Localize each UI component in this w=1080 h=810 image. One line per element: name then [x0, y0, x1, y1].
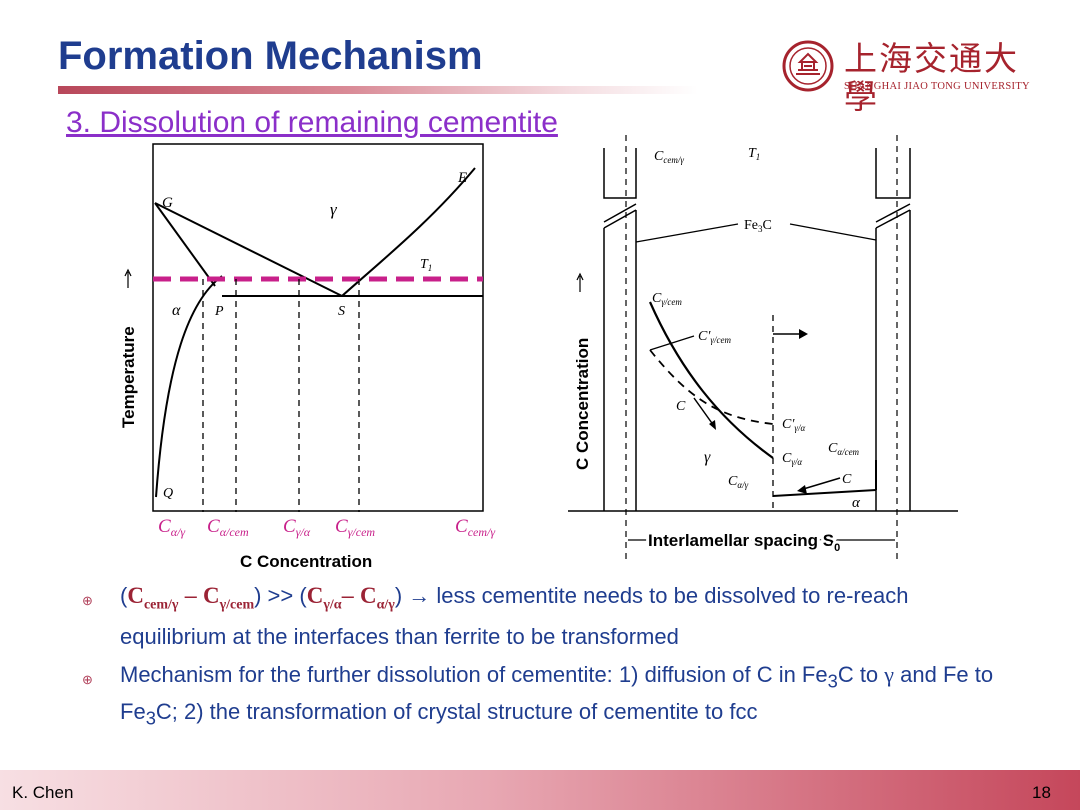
interface-move-arrowhead	[799, 329, 808, 339]
c-concentration-y-label: C Concentration	[573, 338, 592, 470]
c-concentration-x-label: C Concentration	[240, 552, 372, 571]
term-c-gamma-cem: Cγ/cem	[202, 583, 255, 613]
phase-diagram: G E γ T1 α P S Q Temperature Cα/γ Cα/cem…	[119, 143, 495, 571]
label-alpha-phase: α	[852, 495, 861, 511]
label-c-cem-gamma: Ccem/γ	[654, 149, 684, 165]
phase-diagram-frame	[152, 143, 484, 512]
right-plate-break	[875, 203, 911, 229]
minus-sign-2: –	[341, 583, 360, 608]
term-c-alpha-gamma: Cα/γ	[359, 583, 395, 613]
minus-sign: –	[178, 583, 203, 608]
alpha-profile-line	[772, 489, 877, 497]
bullet-list: ⊕ (Ccem/γ – Cγ/cem) >> (Cγ/α– Cα/γ) → le…	[82, 580, 1012, 740]
label-c-gamma-alpha: Cγ/α	[782, 451, 802, 467]
point-p-label: P	[214, 304, 224, 319]
label-c-prime-gamma-alpha: C′γ/α	[782, 417, 805, 433]
gamma-region-label: γ	[330, 200, 338, 219]
bullet-item-mechanism: ⊕ Mechanism for the further dissolution …	[82, 659, 1012, 734]
right-plate-top	[875, 148, 911, 199]
x-label-c-alpha-gamma: Cα/γ	[158, 516, 185, 539]
logo-english-name: SHANGHAI JIAO TONG UNIVERSITY	[844, 81, 1030, 92]
diffusion-arrowhead	[709, 420, 716, 430]
temperature-axis-label: Temperature	[119, 326, 138, 428]
paren-close: )	[394, 583, 403, 608]
bullet-icon: ⊕	[82, 671, 93, 687]
label-c-alpha-gamma: Cα/γ	[728, 474, 749, 490]
a3-line	[154, 202, 343, 297]
left-plate-top	[603, 148, 637, 199]
label-c-alpha-cem: Cα/cem	[828, 441, 860, 457]
bullet-item-comparison: ⊕ (Ccem/γ – Cγ/cem) >> (Cγ/α– Cα/γ) → le…	[82, 580, 1012, 652]
label-c-prime-gamma-cem: C′γ/cem	[698, 329, 731, 345]
much-greater-than: ) >> (	[254, 583, 307, 608]
title-underline-bar	[58, 86, 698, 94]
acm-line	[341, 167, 476, 297]
x-label-c-cem-gamma: Ccem/γ	[455, 516, 495, 539]
c-prime-pointer	[649, 335, 695, 351]
g-p-line	[154, 202, 216, 287]
university-emblem-icon	[782, 40, 834, 92]
concentration-profile-diagram: C Concentration Ccem/γ T1 Fe3C Cγ/cem C′…	[568, 135, 958, 560]
footer-author: K. Chen	[12, 783, 74, 802]
left-plate-body	[603, 210, 637, 511]
term-c-cem-gamma: Ccem/γ	[127, 583, 179, 613]
page-number: 18	[1032, 783, 1051, 802]
footer-bar	[0, 770, 1080, 810]
right-plate-body	[875, 210, 911, 511]
university-logo: 上海交通大學 SHANGHAI JIAO TONG UNIVERSITY	[778, 40, 1040, 116]
slide-title: Formation Mechanism	[58, 34, 483, 78]
diffusion-arrow	[693, 397, 715, 427]
c-conc-arrow-head	[576, 272, 584, 281]
bullet-icon: ⊕	[82, 593, 93, 608]
left-plate-break	[603, 203, 637, 229]
point-q-label: Q	[163, 486, 173, 501]
x-label-c-gamma-alpha: Cγ/α	[283, 516, 311, 539]
interlamellar-spacing-label: Interlamellar spacing S0	[648, 531, 840, 554]
bullet2-text: Mechanism for the further dissolution of…	[120, 661, 994, 729]
x-label-c-gamma-cem: Cγ/cem	[335, 516, 375, 539]
alpha-diffusion-arrowhead	[797, 485, 807, 494]
x-label-c-alpha-cem: Cα/cem	[207, 516, 249, 539]
label-gamma-phase: γ	[704, 449, 711, 466]
label-c-diffusion: C	[676, 399, 686, 414]
term-c-gamma-alpha: Cγ/α	[306, 583, 342, 613]
paren-open: (	[120, 583, 128, 608]
label-c-gamma-cem: Cγ/cem	[652, 291, 682, 307]
c-gamma-profile-curve	[648, 301, 774, 459]
logo-chinese-name: 上海交通大學	[844, 39, 1019, 116]
label-c-alpha-arrow: C	[842, 472, 852, 487]
fe3c-pointer-lines	[635, 223, 877, 243]
point-s-label: S	[338, 304, 345, 319]
implies-arrow: →	[402, 583, 437, 608]
temperature-arrow-head	[124, 268, 132, 277]
alpha-region-label: α	[172, 302, 181, 319]
point-g-label: G	[162, 195, 173, 211]
t1-label: T1	[420, 257, 432, 273]
bullet1-conclusion: less cementite needs to be dissolved to …	[120, 583, 909, 649]
label-fe3c: Fe3C	[744, 218, 772, 234]
c-prime-gamma-profile-curve	[649, 349, 774, 425]
mechanism-diagrams: G E γ T1 α P S Q Temperature Cα/γ Cα/cem…	[119, 135, 958, 571]
slide-subtitle: 3. Dissolution of remaining cementite	[66, 106, 558, 139]
alpha-diffusion-arrow	[799, 477, 841, 491]
bullet1-text: (Ccem/γ – Cγ/cem) >> (Cγ/α– Cα/γ) → less…	[120, 583, 908, 649]
point-e-label: E	[457, 170, 467, 186]
label-t1: T1	[748, 146, 760, 162]
solvus-alpha-curve	[155, 275, 223, 498]
